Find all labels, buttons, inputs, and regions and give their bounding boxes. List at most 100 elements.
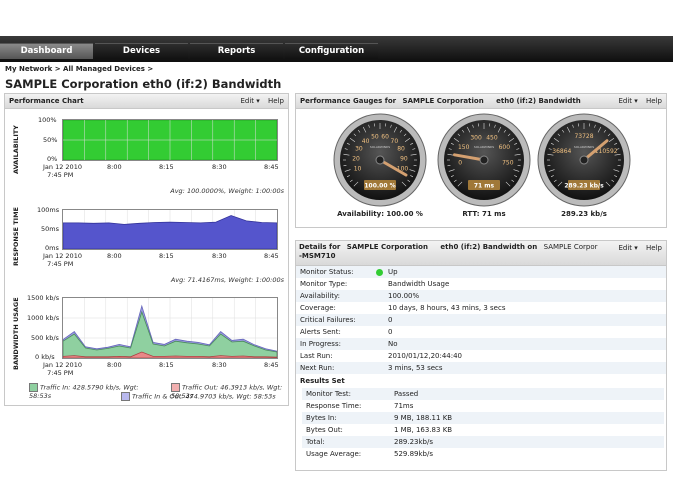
gauge-tick	[407, 179, 411, 182]
x-tick: 8:45	[264, 163, 279, 171]
traffic-out-area	[63, 351, 277, 358]
table-row: Critical Failures: 0	[296, 314, 666, 326]
row-value: 100.00%	[384, 290, 666, 302]
row-label: Response Time:	[306, 402, 362, 410]
row-label: Usage Average:	[306, 450, 362, 458]
legend-swatch	[121, 392, 130, 401]
gauge-readout: 289.23 kb/s	[564, 183, 604, 190]
edit-menu[interactable]: Edit ▾	[240, 97, 260, 105]
help-link[interactable]: Help	[268, 97, 284, 105]
gauge-tick	[511, 179, 515, 182]
details-title: Details for SAMPLE Corporation eth0 (if:…	[299, 243, 598, 260]
row-label: Last Run:	[300, 352, 333, 360]
y-tick: 0%	[47, 155, 58, 163]
help-link[interactable]: Help	[646, 97, 662, 105]
row-label: In Progress:	[296, 338, 384, 350]
row-value: Bandwidth Usage	[388, 280, 450, 288]
gauge-tick	[503, 129, 506, 133]
response-time-plot	[63, 210, 277, 249]
gauge-tick	[462, 129, 465, 133]
performance-chart-panel: Performance Chart Edit ▾ Help AVAILABILI…	[4, 93, 289, 406]
gauge-tick	[505, 181, 511, 187]
x-tick: Jan 12 2010 7:45 PM	[43, 252, 82, 268]
table-row: Total: 289.23kb/s	[302, 436, 664, 448]
row-value: Passed	[390, 388, 664, 400]
y-tick: 1500 kb/s	[27, 294, 60, 302]
gauge-tick	[410, 175, 414, 178]
gauge-tick	[594, 124, 596, 128]
panel-header: Details for SAMPLE Corporation eth0 (if:…	[296, 241, 666, 266]
legend-traffic-in: Traffic In: 428.5790 kb/s, Wgt: 58:53s	[29, 383, 139, 400]
gauge-tick-label: 10	[354, 165, 362, 172]
availability-stat: Avg: 100.0000%, Weight: 1:00:00s	[170, 187, 284, 195]
gauge-tick	[611, 179, 615, 182]
gauge-tick-label: 40	[362, 138, 370, 145]
row-value: 0	[384, 314, 666, 326]
gauge-readout: 71 ms	[474, 183, 495, 190]
gauge-needle	[582, 139, 609, 162]
gauge-tick	[453, 179, 457, 182]
gauge-tick	[608, 138, 615, 143]
table-row: Monitor Type: Bandwidth Usage	[296, 278, 666, 290]
bandwidth-chart	[62, 297, 278, 359]
gauge-tick	[516, 148, 520, 150]
tab-configuration[interactable]: Configuration	[285, 43, 378, 59]
gauge-tick	[344, 169, 351, 172]
availability-chart	[62, 119, 278, 161]
row-label: Monitor Status:	[296, 266, 384, 278]
gauge-tick	[607, 133, 611, 137]
gauge-tick	[605, 181, 611, 187]
gauge-tick	[403, 133, 407, 137]
table-row: Availability: 100.00%	[296, 290, 666, 302]
gauge-tick-label: 300	[470, 134, 482, 141]
gauge-tick	[514, 153, 521, 156]
gauge-hub	[375, 155, 385, 165]
row-value: 2010/01/12,20:44:40	[388, 352, 463, 360]
gauge-brand: SOLARWINDS	[474, 145, 494, 149]
gauge-tick	[457, 181, 463, 187]
gauge-needle	[452, 153, 486, 162]
row-value: 71ms	[394, 402, 414, 410]
gauge-tick	[362, 126, 367, 133]
row-label: Monitor Type:	[300, 280, 348, 288]
gauge-brand: SOLARWINDS	[574, 145, 594, 149]
gauge-tick	[344, 148, 348, 150]
row-value: 1 MB, 163.83 KB	[394, 426, 453, 434]
legend-traffic-out: Traffic Out: 46.3913 kb/s, Wgt: 58:53s	[171, 383, 283, 400]
y-tick: 1000 kb/s	[27, 314, 60, 322]
row-label: Bytes Out:	[306, 426, 343, 434]
help-link[interactable]: Help	[646, 244, 662, 252]
response-stat: Avg: 71.4167ms, Weight: 1:00:00s	[170, 276, 284, 284]
gauge-readout: 100.00 %	[364, 183, 395, 190]
gauge-tick	[447, 153, 454, 156]
gauge-tick	[597, 126, 602, 133]
gauge-tick	[566, 126, 571, 133]
panel-header: Performance Chart Edit ▾ Help	[5, 94, 288, 109]
gauge-tick	[550, 142, 554, 145]
tab-dashboard[interactable]: Dashboard	[0, 43, 93, 59]
row-label: Next Run:	[296, 362, 384, 374]
y-tick: 100%	[38, 116, 57, 124]
gauge-tick	[409, 169, 416, 172]
x-tick: 8:00	[107, 163, 122, 171]
tab-devices[interactable]: Devices	[95, 43, 188, 59]
panel-title-prefix: Performance Gauges for	[300, 97, 397, 105]
row-value: Up	[376, 266, 666, 278]
edit-menu[interactable]: Edit ▾	[618, 244, 638, 252]
table-row: Monitor Test: Passed	[302, 388, 664, 400]
row-value: 10 days, 8 hours, 43 mins, 3 secs	[388, 304, 506, 312]
table-row: Alerts Sent: 0	[296, 326, 666, 338]
row-label: Availability:	[296, 290, 384, 302]
gauge-tick	[514, 142, 518, 145]
row-value: 529.89kb/s	[394, 450, 433, 458]
gauge-tick	[410, 142, 414, 145]
table-row: In Progress: No	[296, 338, 666, 350]
gauge-tick	[553, 179, 557, 182]
edit-menu[interactable]: Edit ▾	[618, 97, 638, 105]
top-blank	[0, 0, 673, 36]
tab-reports[interactable]: Reports	[190, 43, 283, 59]
breadcrumb[interactable]: My Network > All Managed Devices >	[5, 65, 154, 73]
gauge-tick	[614, 142, 618, 145]
gauge-tick	[494, 124, 496, 128]
